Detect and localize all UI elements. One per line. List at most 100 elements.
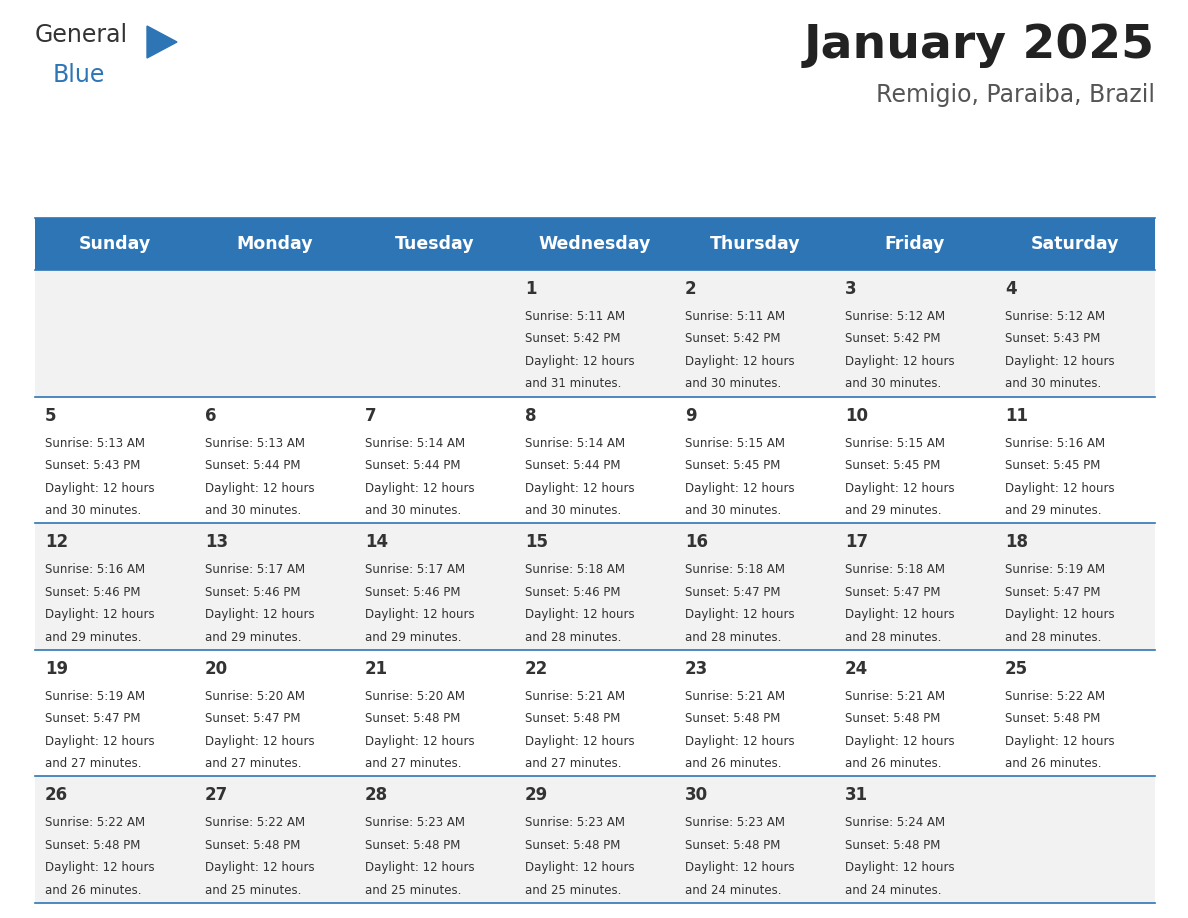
Text: Wednesday: Wednesday: [539, 235, 651, 253]
Text: Sunset: 5:48 PM: Sunset: 5:48 PM: [365, 712, 461, 725]
Text: 15: 15: [525, 533, 548, 551]
Text: Sunrise: 5:16 AM: Sunrise: 5:16 AM: [45, 564, 145, 577]
Text: Monday: Monday: [236, 235, 314, 253]
Text: and 30 minutes.: and 30 minutes.: [45, 504, 141, 517]
Text: and 24 minutes.: and 24 minutes.: [845, 884, 942, 897]
Text: Sunset: 5:43 PM: Sunset: 5:43 PM: [1005, 332, 1100, 345]
Text: 12: 12: [45, 533, 68, 551]
Text: Daylight: 12 hours: Daylight: 12 hours: [845, 355, 955, 368]
Text: Daylight: 12 hours: Daylight: 12 hours: [206, 609, 315, 621]
Text: and 28 minutes.: and 28 minutes.: [525, 631, 621, 644]
Text: 28: 28: [365, 787, 388, 804]
Text: Sunrise: 5:12 AM: Sunrise: 5:12 AM: [845, 310, 946, 323]
Text: Tuesday: Tuesday: [396, 235, 475, 253]
Text: General: General: [34, 23, 128, 47]
Text: and 29 minutes.: and 29 minutes.: [45, 631, 141, 644]
Text: 8: 8: [525, 407, 537, 425]
Text: Daylight: 12 hours: Daylight: 12 hours: [45, 482, 154, 495]
Text: Sunrise: 5:12 AM: Sunrise: 5:12 AM: [1005, 310, 1105, 323]
Text: Saturday: Saturday: [1031, 235, 1119, 253]
Text: Sunset: 5:46 PM: Sunset: 5:46 PM: [365, 586, 461, 599]
Text: 29: 29: [525, 787, 548, 804]
Text: Sunrise: 5:14 AM: Sunrise: 5:14 AM: [525, 437, 625, 450]
Text: Daylight: 12 hours: Daylight: 12 hours: [45, 861, 154, 875]
Text: Sunset: 5:47 PM: Sunset: 5:47 PM: [1005, 586, 1100, 599]
Text: 6: 6: [206, 407, 216, 425]
Text: Daylight: 12 hours: Daylight: 12 hours: [1005, 734, 1114, 748]
Text: and 28 minutes.: and 28 minutes.: [845, 631, 941, 644]
Text: and 30 minutes.: and 30 minutes.: [685, 377, 782, 390]
Text: Daylight: 12 hours: Daylight: 12 hours: [845, 734, 955, 748]
Text: Sunset: 5:47 PM: Sunset: 5:47 PM: [206, 712, 301, 725]
Text: Sunset: 5:42 PM: Sunset: 5:42 PM: [685, 332, 781, 345]
Text: Daylight: 12 hours: Daylight: 12 hours: [1005, 609, 1114, 621]
Text: Sunrise: 5:16 AM: Sunrise: 5:16 AM: [1005, 437, 1105, 450]
Text: Daylight: 12 hours: Daylight: 12 hours: [45, 609, 154, 621]
Text: and 29 minutes.: and 29 minutes.: [206, 631, 302, 644]
Text: Sunset: 5:44 PM: Sunset: 5:44 PM: [525, 459, 620, 472]
Text: Sunrise: 5:19 AM: Sunrise: 5:19 AM: [1005, 564, 1105, 577]
Text: Sunset: 5:47 PM: Sunset: 5:47 PM: [45, 712, 140, 725]
Text: Sunset: 5:46 PM: Sunset: 5:46 PM: [525, 586, 620, 599]
Text: Daylight: 12 hours: Daylight: 12 hours: [365, 861, 475, 875]
Text: and 30 minutes.: and 30 minutes.: [206, 504, 302, 517]
Text: and 26 minutes.: and 26 minutes.: [845, 757, 942, 770]
Text: Daylight: 12 hours: Daylight: 12 hours: [685, 734, 795, 748]
Text: and 25 minutes.: and 25 minutes.: [365, 884, 461, 897]
Text: 1: 1: [525, 280, 537, 298]
Text: Daylight: 12 hours: Daylight: 12 hours: [685, 861, 795, 875]
Text: Sunset: 5:45 PM: Sunset: 5:45 PM: [1005, 459, 1100, 472]
Text: Daylight: 12 hours: Daylight: 12 hours: [845, 482, 955, 495]
Text: Daylight: 12 hours: Daylight: 12 hours: [525, 355, 634, 368]
Text: Sunrise: 5:14 AM: Sunrise: 5:14 AM: [365, 437, 466, 450]
Text: Remigio, Paraiba, Brazil: Remigio, Paraiba, Brazil: [876, 83, 1155, 107]
Text: Sunset: 5:48 PM: Sunset: 5:48 PM: [685, 839, 781, 852]
Text: and 27 minutes.: and 27 minutes.: [365, 757, 461, 770]
Text: 21: 21: [365, 660, 388, 677]
Text: 31: 31: [845, 787, 868, 804]
Text: Sunset: 5:45 PM: Sunset: 5:45 PM: [685, 459, 781, 472]
Polygon shape: [147, 26, 177, 58]
Text: 5: 5: [45, 407, 57, 425]
Text: Sunrise: 5:21 AM: Sunrise: 5:21 AM: [845, 689, 946, 703]
Text: and 31 minutes.: and 31 minutes.: [525, 377, 621, 390]
Bar: [34, 218, 1155, 270]
Text: Sunrise: 5:18 AM: Sunrise: 5:18 AM: [525, 564, 625, 577]
Text: Sunday: Sunday: [78, 235, 151, 253]
Text: 16: 16: [685, 533, 708, 551]
Text: Sunrise: 5:17 AM: Sunrise: 5:17 AM: [365, 564, 466, 577]
Text: and 27 minutes.: and 27 minutes.: [45, 757, 141, 770]
Text: 22: 22: [525, 660, 548, 677]
Text: Sunset: 5:48 PM: Sunset: 5:48 PM: [365, 839, 461, 852]
Text: 26: 26: [45, 787, 68, 804]
Text: Daylight: 12 hours: Daylight: 12 hours: [1005, 482, 1114, 495]
Text: Sunset: 5:42 PM: Sunset: 5:42 PM: [525, 332, 620, 345]
Text: Sunset: 5:47 PM: Sunset: 5:47 PM: [685, 586, 781, 599]
Text: and 24 minutes.: and 24 minutes.: [685, 884, 782, 897]
Text: 11: 11: [1005, 407, 1028, 425]
Text: Daylight: 12 hours: Daylight: 12 hours: [365, 482, 475, 495]
Text: and 28 minutes.: and 28 minutes.: [1005, 631, 1101, 644]
Text: Sunrise: 5:11 AM: Sunrise: 5:11 AM: [685, 310, 785, 323]
Text: Daylight: 12 hours: Daylight: 12 hours: [206, 734, 315, 748]
Text: Daylight: 12 hours: Daylight: 12 hours: [685, 609, 795, 621]
Text: Sunrise: 5:19 AM: Sunrise: 5:19 AM: [45, 689, 145, 703]
Text: and 27 minutes.: and 27 minutes.: [206, 757, 302, 770]
Text: 10: 10: [845, 407, 868, 425]
Text: and 30 minutes.: and 30 minutes.: [1005, 377, 1101, 390]
Text: Sunset: 5:48 PM: Sunset: 5:48 PM: [845, 839, 941, 852]
Text: Sunset: 5:48 PM: Sunset: 5:48 PM: [45, 839, 140, 852]
Text: 27: 27: [206, 787, 228, 804]
Text: and 25 minutes.: and 25 minutes.: [206, 884, 302, 897]
Bar: [34, 397, 1155, 523]
Text: Sunset: 5:48 PM: Sunset: 5:48 PM: [525, 712, 620, 725]
Text: 19: 19: [45, 660, 68, 677]
Text: Daylight: 12 hours: Daylight: 12 hours: [45, 734, 154, 748]
Text: Sunset: 5:48 PM: Sunset: 5:48 PM: [685, 712, 781, 725]
Text: Sunrise: 5:13 AM: Sunrise: 5:13 AM: [45, 437, 145, 450]
Text: and 26 minutes.: and 26 minutes.: [685, 757, 782, 770]
Text: and 29 minutes.: and 29 minutes.: [845, 504, 942, 517]
Text: Daylight: 12 hours: Daylight: 12 hours: [206, 482, 315, 495]
Text: Sunset: 5:48 PM: Sunset: 5:48 PM: [206, 839, 301, 852]
Text: Daylight: 12 hours: Daylight: 12 hours: [525, 861, 634, 875]
